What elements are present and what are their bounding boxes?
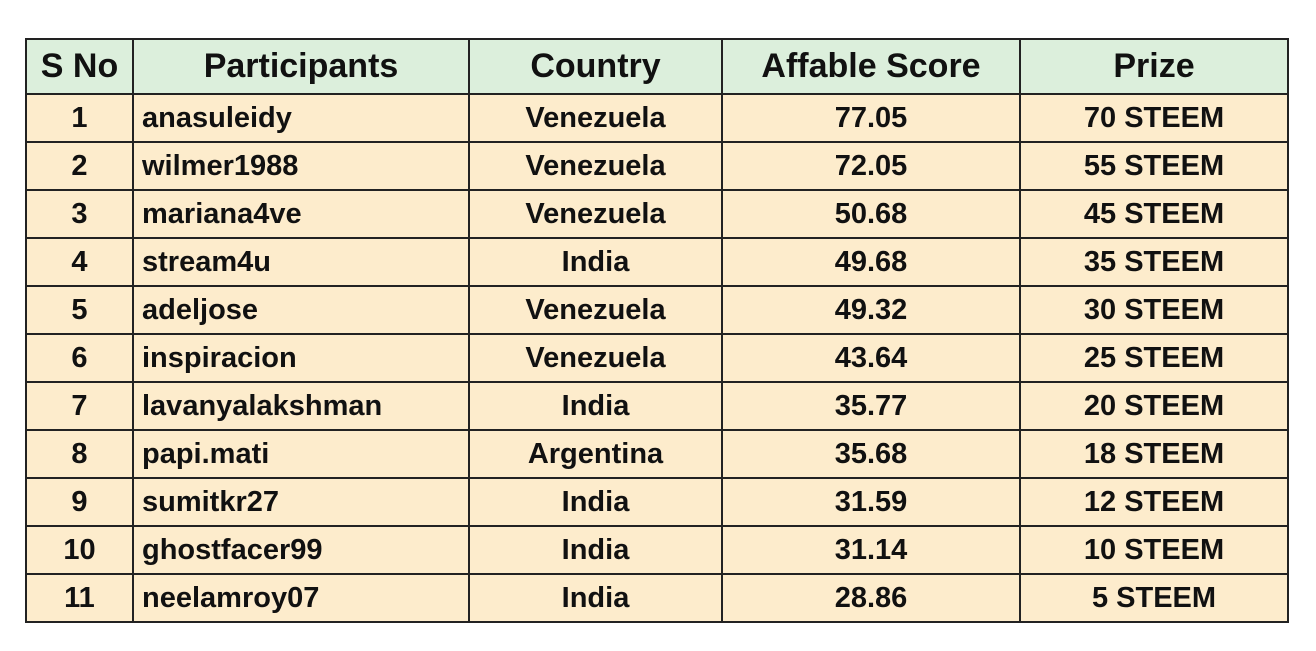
table-cell: Venezuela	[468, 285, 723, 335]
table-row: 1 anasuleidy Venezuela 77.05 70 STEEM	[25, 93, 1289, 143]
table-cell: 11	[25, 573, 134, 623]
table-cell: India	[468, 477, 723, 527]
table-cell: 28.86	[721, 573, 1021, 623]
table-cell: 77.05	[721, 93, 1021, 143]
table-cell: 35 STEEM	[1019, 237, 1289, 287]
table-cell: India	[468, 237, 723, 287]
table-cell: 72.05	[721, 141, 1021, 191]
table-cell: adeljose	[132, 285, 470, 335]
table-cell: Venezuela	[468, 141, 723, 191]
table-cell: 8	[25, 429, 134, 479]
header-row: S No Participants Country Affable Score Priz…	[25, 38, 1289, 95]
table-cell: Venezuela	[468, 93, 723, 143]
table-row: 7 lavanyalakshman India 35.77 20 STEEM	[25, 381, 1289, 431]
table-cell: 25 STEEM	[1019, 333, 1289, 383]
table-cell: India	[468, 381, 723, 431]
table-container: S No Participants Country Affable Score Priz…	[25, 38, 1289, 623]
table-cell: 7	[25, 381, 134, 431]
table-row: 5 adeljose Venezuela 49.32 30 STEEM	[25, 285, 1289, 335]
table-cell: 20 STEEM	[1019, 381, 1289, 431]
header-cell: Country	[468, 38, 723, 95]
table-cell: 55 STEEM	[1019, 141, 1289, 191]
table-cell: papi.mati	[132, 429, 470, 479]
table-cell: India	[468, 573, 723, 623]
table-cell: anasuleidy	[132, 93, 470, 143]
table-cell: 35.68	[721, 429, 1021, 479]
table-cell: 6	[25, 333, 134, 383]
table-cell: 50.68	[721, 189, 1021, 239]
table-cell: stream4u	[132, 237, 470, 287]
table-cell: 43.64	[721, 333, 1021, 383]
table-cell: India	[468, 525, 723, 575]
header-cell: S No	[25, 38, 134, 95]
table-cell: inspiracion	[132, 333, 470, 383]
table-row: 11 neelamroy07 India 28.86 5 STEEM	[25, 573, 1289, 623]
table-cell: Venezuela	[468, 333, 723, 383]
table-cell: 45 STEEM	[1019, 189, 1289, 239]
table-cell: 70 STEEM	[1019, 93, 1289, 143]
table-cell: 4	[25, 237, 134, 287]
table-row: 4 stream4u India 49.68 35 STEEM	[25, 237, 1289, 287]
table-cell: 35.77	[721, 381, 1021, 431]
table-cell: 2	[25, 141, 134, 191]
table-cell: sumitkr27	[132, 477, 470, 527]
table-cell: neelamroy07	[132, 573, 470, 623]
table-cell: 5 STEEM	[1019, 573, 1289, 623]
table-cell: 31.14	[721, 525, 1021, 575]
table-cell: 9	[25, 477, 134, 527]
table-cell: 5	[25, 285, 134, 335]
header-cell: Prize	[1019, 38, 1289, 95]
header-cell: Participants	[132, 38, 470, 95]
table-row: 3 mariana4ve Venezuela 50.68 45 STEEM	[25, 189, 1289, 239]
table-cell: lavanyalakshman	[132, 381, 470, 431]
header-cell: Affable Score	[721, 38, 1021, 95]
table-cell: Argentina	[468, 429, 723, 479]
table-cell: 1	[25, 93, 134, 143]
table-cell: wilmer1988	[132, 141, 470, 191]
table-cell: 10	[25, 525, 134, 575]
table-cell: Venezuela	[468, 189, 723, 239]
results-table: S No Participants Country Affable Score Priz…	[25, 38, 1289, 623]
table-cell: 10 STEEM	[1019, 525, 1289, 575]
table-row: 6 inspiracion Venezuela 43.64 25 STEEM	[25, 333, 1289, 383]
table-cell: ghostfacer99	[132, 525, 470, 575]
table-row: 2 wilmer1988 Venezuela 72.05 55 STEEM	[25, 141, 1289, 191]
table-cell: 12 STEEM	[1019, 477, 1289, 527]
table-cell: 49.68	[721, 237, 1021, 287]
table-row: 8 papi.mati Argentina 35.68 18 STEEM	[25, 429, 1289, 479]
table-cell: 31.59	[721, 477, 1021, 527]
table-row: 9 sumitkr27 India 31.59 12 STEEM	[25, 477, 1289, 527]
table-cell: 3	[25, 189, 134, 239]
table-cell: 49.32	[721, 285, 1021, 335]
table-cell: 30 STEEM	[1019, 285, 1289, 335]
table-cell: mariana4ve	[132, 189, 470, 239]
table-cell: 18 STEEM	[1019, 429, 1289, 479]
table-row: 10 ghostfacer99 India 31.14 10 STEEM	[25, 525, 1289, 575]
